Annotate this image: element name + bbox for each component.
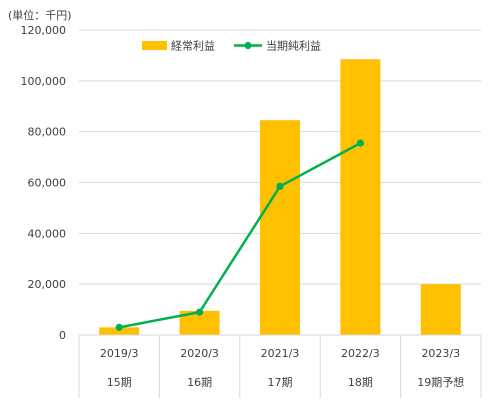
line-point (115, 323, 123, 331)
line-path-当期純利益 (118, 142, 361, 329)
legend-label-line: 当期純利益 (266, 39, 321, 53)
unit-label: (単位：千円) (8, 9, 72, 22)
line-series (115, 139, 364, 331)
line-point (276, 182, 284, 190)
x-period-label: 19期予想 (417, 375, 464, 389)
x-period-label: 16期 (187, 376, 212, 389)
line-point (356, 139, 364, 147)
y-axis: 0 20,000 40,000 60,000 80,000 100,000 120,000 (21, 24, 67, 342)
legend-swatch-bar (142, 41, 167, 50)
bar-経常利益 (99, 327, 140, 335)
bar-経常利益 (340, 59, 381, 336)
x-period-label: 18期 (348, 376, 373, 389)
y-tick-label: 0 (59, 329, 66, 342)
bar-経常利益 (260, 120, 300, 336)
y-tick-label: 80,000 (28, 126, 67, 139)
legend: 経常利益 当期純利益 (142, 39, 321, 53)
legend-marker-line (244, 41, 252, 50)
x-period-label: 15期 (107, 376, 132, 389)
x-category-label: 2023/3 (421, 347, 460, 360)
x-period-label: 17期 (268, 376, 293, 389)
y-tick-label: 120,000 (21, 24, 67, 37)
bar-series (99, 59, 461, 336)
y-tick-label: 60,000 (28, 177, 67, 190)
y-tick-label: 40,000 (28, 227, 67, 240)
y-tick-label: 20,000 (28, 278, 67, 291)
x-category-label: 2022/3 (341, 347, 380, 360)
y-tick-label: 100,000 (21, 75, 67, 88)
bar-経常利益 (420, 284, 461, 335)
x-category-label: 2020/3 (180, 347, 219, 360)
x-category-label: 2021/3 (261, 347, 300, 360)
x-category-label: 2019/3 (100, 347, 139, 360)
line-point (196, 308, 204, 316)
x-axis-table: 2019/3 15期 2020/3 16期 2021/3 17期 2022/3 18期 2023… (78, 334, 482, 398)
legend-label-bar: 経常利益 (171, 39, 215, 53)
